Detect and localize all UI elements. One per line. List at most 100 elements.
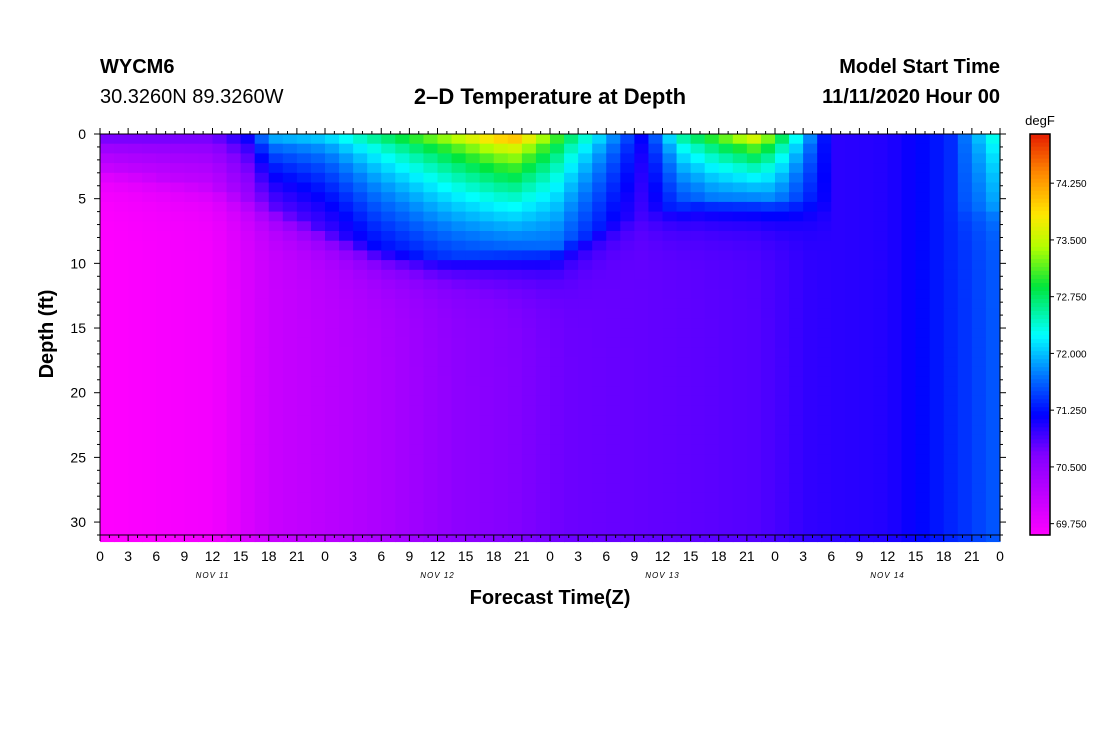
heatmap-cell (353, 395, 368, 407)
heatmap-cell (775, 454, 790, 465)
heatmap-cell (943, 153, 959, 164)
heatmap-cell (690, 289, 706, 300)
heatmap-cell (775, 298, 790, 310)
heatmap-cell (634, 522, 650, 533)
heatmap-cell (325, 347, 340, 358)
heatmap-cell (718, 134, 734, 145)
colorbar-segment (1030, 162, 1050, 167)
heatmap-cell (465, 376, 481, 387)
heatmap-cell (606, 337, 621, 349)
heatmap-cell (353, 231, 368, 242)
heatmap-cell (156, 444, 171, 455)
heatmap-cell (676, 269, 692, 281)
heatmap-cell (901, 463, 917, 475)
heatmap-cell (578, 512, 593, 523)
heatmap-cell (493, 512, 509, 523)
colorbar-tick-label: 72.000 (1056, 349, 1087, 360)
heatmap-cell (212, 522, 228, 533)
heatmap-cell (915, 201, 931, 213)
heatmap-cell (831, 347, 846, 358)
heatmap-cell (564, 405, 579, 416)
heatmap-cell (578, 153, 593, 164)
heatmap-cell (985, 357, 1001, 368)
heatmap-cell (620, 298, 635, 310)
heatmap-cell (114, 512, 129, 523)
colorbar-segment (1030, 354, 1050, 360)
heatmap-cell (268, 298, 284, 310)
heatmap-cell (310, 502, 326, 513)
heatmap-cell (310, 231, 326, 242)
heatmap-cell (142, 483, 157, 494)
heatmap-cell (437, 473, 453, 484)
heatmap-cell (606, 512, 621, 523)
heatmap-cell (198, 308, 214, 319)
heatmap-cell (620, 425, 635, 436)
heatmap-cell (789, 386, 804, 397)
colorbar-segment (1030, 258, 1050, 263)
heatmap-cell (775, 143, 790, 154)
heatmap-cell (254, 269, 270, 281)
heatmap-cell (578, 502, 593, 513)
heatmap-cell (170, 201, 185, 213)
heatmap-cell (775, 328, 790, 339)
heatmap-cell (634, 357, 650, 368)
heatmap-cell (817, 318, 832, 329)
heatmap-cell (873, 143, 889, 154)
heatmap-cell (409, 366, 425, 378)
heatmap-cell (648, 318, 664, 329)
heatmap-cell (859, 366, 875, 378)
heatmap-cell (550, 434, 565, 446)
heatmap-cell (142, 318, 157, 329)
colorbar-segment (1030, 278, 1050, 283)
heatmap-cell (690, 211, 706, 222)
heatmap-cell (493, 269, 509, 281)
heatmap-cell (620, 318, 635, 329)
heatmap-cell (226, 240, 242, 252)
heatmap-cell (535, 134, 551, 145)
heatmap-cell (535, 492, 551, 504)
heatmap-cell (915, 405, 931, 416)
heatmap-cell (606, 269, 621, 281)
heatmap-cell (789, 201, 804, 213)
heatmap-cell (282, 386, 298, 397)
heatmap-cell (718, 289, 734, 300)
heatmap-cell (535, 415, 551, 426)
heatmap-cell (831, 240, 846, 252)
heatmap-cell (634, 502, 650, 513)
heatmap-cell (212, 483, 228, 494)
heatmap-cell (606, 163, 621, 174)
heatmap-cell (212, 211, 228, 222)
heatmap-cell (901, 192, 917, 203)
heatmap-cell (507, 308, 523, 319)
heatmap-cell (943, 347, 959, 358)
heatmap-cell (339, 531, 354, 543)
heatmap-cell (775, 192, 790, 203)
heatmap-cell (971, 182, 987, 193)
heatmap-cell (901, 153, 917, 164)
heatmap-cell (901, 357, 917, 368)
colorbar-segment (1030, 206, 1050, 211)
heatmap-cell (296, 386, 312, 397)
heatmap-cell (521, 308, 537, 319)
heatmap-cell (578, 415, 593, 426)
x-tick-label: 9 (855, 548, 863, 564)
heatmap-cell (451, 221, 467, 232)
heatmap-cell (775, 425, 790, 436)
heatmap-cell (339, 163, 354, 174)
heatmap-cell (634, 492, 650, 504)
heatmap-cell (718, 192, 734, 203)
heatmap-cell (381, 318, 396, 329)
colorbar-segment (1030, 374, 1050, 380)
heatmap-cell (409, 483, 425, 494)
heatmap-cell (156, 463, 171, 475)
heatmap-cell (353, 463, 368, 475)
heatmap-cell (254, 502, 270, 513)
heatmap-cell (789, 240, 804, 252)
heatmap-cell (704, 337, 720, 349)
heatmap-cell (423, 492, 439, 504)
heatmap-cell (789, 182, 804, 193)
heatmap-cell (648, 192, 664, 203)
heatmap-cell (310, 279, 326, 290)
heatmap-cell (226, 298, 242, 310)
heatmap-cell (564, 473, 579, 484)
